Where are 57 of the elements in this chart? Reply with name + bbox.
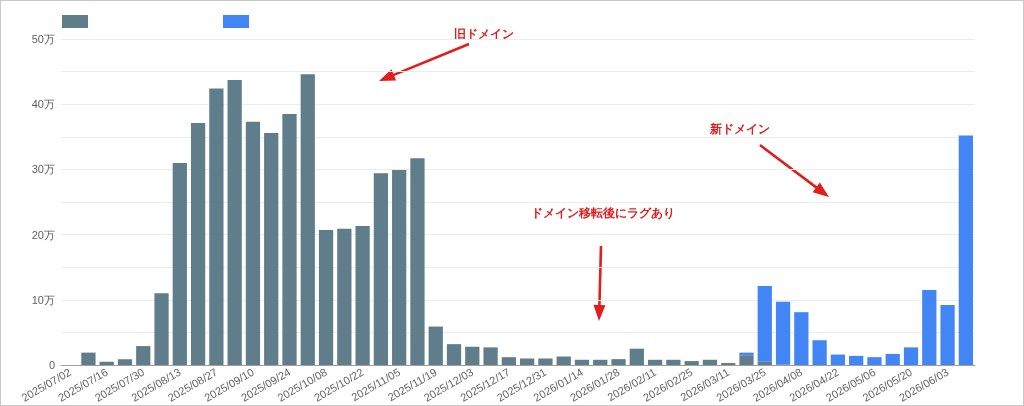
bar: [245, 121, 261, 365]
bar: [940, 305, 955, 365]
bar: [501, 357, 516, 365]
bar: [373, 173, 389, 365]
bar: [446, 344, 462, 365]
bar: [666, 359, 681, 365]
bar: [136, 346, 151, 365]
bar: [812, 340, 827, 365]
bar: [556, 356, 571, 365]
bar: [190, 123, 206, 365]
bar: [830, 354, 846, 365]
bar: [757, 286, 772, 362]
y-tick-label: 0: [48, 359, 55, 371]
bar: [99, 361, 114, 365]
bar: [903, 347, 919, 365]
bar: [739, 355, 754, 365]
bar: [794, 312, 809, 365]
bar: [885, 353, 900, 365]
y-tick-label: 30万: [31, 163, 55, 176]
y-tick-label: 50万: [31, 33, 55, 45]
bar: [958, 135, 973, 365]
y-tick-label: 10万: [31, 293, 55, 306]
bar: [520, 358, 535, 365]
bar: [264, 132, 279, 365]
annotation: 新ドメイン: [709, 122, 770, 136]
bar: [209, 88, 224, 365]
bar: [428, 326, 443, 365]
bar: [465, 346, 480, 365]
y-tick-label: 40万: [31, 98, 55, 111]
bar: [81, 352, 96, 365]
bar: [318, 230, 334, 365]
bar: [757, 361, 772, 365]
y-tick-label: 20万: [31, 228, 55, 241]
bar: [775, 301, 791, 365]
bar: [611, 359, 626, 365]
bar: [154, 293, 169, 365]
bar: [300, 74, 315, 365]
bar: [172, 162, 187, 365]
bar: [483, 347, 498, 365]
bar: [849, 355, 864, 365]
bar: [117, 359, 133, 365]
bar: [702, 359, 718, 365]
bar: [282, 113, 297, 365]
bar: [574, 359, 590, 365]
bar: [410, 158, 425, 365]
bar: [629, 348, 644, 365]
bar: [922, 290, 937, 365]
bar: [392, 170, 407, 365]
bar: [593, 359, 608, 365]
bar: [684, 361, 699, 365]
bar: [538, 358, 553, 365]
bar: [867, 357, 882, 365]
bar: [227, 80, 242, 365]
bar: [355, 226, 370, 365]
bar: [647, 359, 663, 365]
annotation: ドメイン移転後にラグあり: [531, 206, 675, 220]
bar: [337, 228, 352, 365]
